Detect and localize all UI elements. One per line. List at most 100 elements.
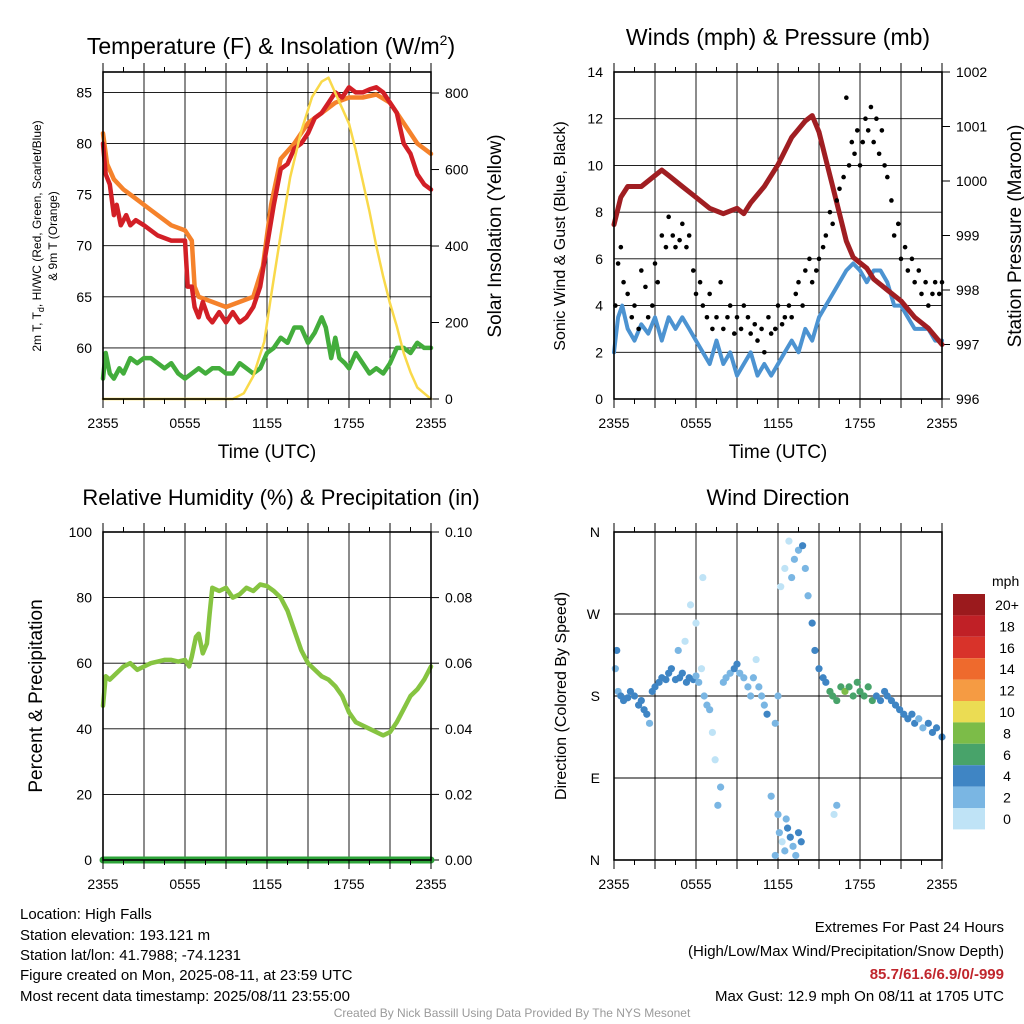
- gust-point: [854, 128, 860, 133]
- colorbar-title: mph: [992, 573, 1019, 589]
- gust-point: [725, 314, 730, 320]
- gust-point: [837, 186, 842, 192]
- direction-point: [801, 564, 809, 573]
- y-tick-label: N: [590, 524, 600, 540]
- direction-point: [782, 815, 790, 823]
- gust-point: [779, 321, 785, 327]
- gust-point: [727, 303, 733, 308]
- gust-point: [782, 314, 788, 320]
- y2-tick-label: 0.08: [445, 590, 472, 606]
- direction-point: [849, 692, 857, 700]
- colorbar-swatch: [953, 743, 985, 766]
- direction-point: [613, 646, 621, 655]
- direction-point: [733, 660, 741, 668]
- gust-point: [926, 303, 931, 308]
- direction-point: [919, 724, 927, 732]
- extremes-subtitle: (High/Low/Max Wind/Precipitation/Snow De…: [688, 943, 1004, 960]
- y-tick-label: 14: [587, 64, 603, 80]
- y-tick-label: 2: [595, 344, 603, 360]
- y-tick-label: 0: [595, 391, 603, 407]
- gust-point: [738, 326, 744, 332]
- gust-point: [895, 221, 901, 227]
- gust-point: [857, 163, 863, 168]
- direction-point: [908, 710, 916, 718]
- gust-point: [686, 233, 692, 238]
- direction-point: [686, 601, 695, 609]
- y2-tick-label: 0.10: [445, 524, 472, 540]
- y2-tick-label: 997: [956, 337, 980, 353]
- direction-point: [697, 665, 706, 673]
- direction-point: [637, 696, 645, 705]
- gust-point: [629, 314, 635, 320]
- x-tick-label: 0555: [680, 415, 711, 431]
- info-location: Location: High Falls: [20, 906, 152, 923]
- x-tick-label: 2355: [87, 876, 118, 892]
- y-tick-label: E: [591, 770, 600, 786]
- gust-point: [923, 279, 928, 285]
- x-tick-label: 2355: [598, 876, 629, 892]
- x-axis-label: Time (UTC): [729, 442, 828, 463]
- direction-point: [833, 801, 841, 809]
- x-tick-label: 2355: [926, 876, 957, 892]
- gust-point: [762, 349, 767, 355]
- x-tick-label: 2355: [415, 876, 446, 892]
- direction-point: [774, 692, 782, 700]
- direction-point: [755, 683, 763, 691]
- extremes-values: 85.7/61.6/6.9/0/-999: [869, 966, 1004, 983]
- gust-point: [789, 314, 794, 320]
- colorbar-label: 14: [999, 661, 1015, 677]
- gust-point: [793, 291, 799, 297]
- colorbar-label: 12: [999, 683, 1015, 699]
- chart-title: Wind Direction: [706, 485, 849, 510]
- direction-point: [700, 692, 708, 700]
- gust-point: [919, 291, 924, 297]
- y2-tick-label: 200: [445, 315, 469, 331]
- direction-point: [792, 851, 800, 860]
- y-tick-label: W: [587, 606, 601, 622]
- panel-wind: 0 2 4 6 8 10 12 14 996 997 998 999 1000 1001 1002 2355 0…: [552, 24, 1024, 463]
- direction-point: [781, 847, 789, 855]
- colorbar-swatch: [953, 765, 985, 787]
- gust-point: [655, 279, 661, 285]
- y-tick-label: 4: [595, 298, 603, 314]
- gust-point: [786, 303, 792, 308]
- x-tick-label: 1155: [252, 415, 282, 431]
- y-axis-label-sub: d: [36, 307, 46, 312]
- x-tick-label: 1755: [844, 415, 875, 431]
- chart-title: Temperature (F) & Insolation (W/m2): [87, 32, 455, 59]
- x-tick-label: 0555: [169, 415, 200, 431]
- x-tick-label: 1755: [333, 415, 364, 431]
- direction-points: [611, 537, 946, 860]
- gust-point: [677, 237, 682, 243]
- direction-point: [797, 838, 805, 846]
- gust-point: [752, 321, 758, 327]
- gust-point: [748, 331, 753, 336]
- chart-title-sup: 2: [440, 32, 448, 48]
- direction-point: [932, 724, 941, 732]
- extremes-gust: Max Gust: 12.9 mph On 08/11 at 1705 UTC: [714, 988, 1004, 1005]
- gust-point: [639, 268, 644, 273]
- direction-point: [830, 810, 838, 819]
- gust-point: [759, 326, 764, 332]
- direction-point: [692, 619, 700, 627]
- gust-point: [912, 279, 917, 285]
- colorbar: mph 20+ 18 16 14 12 10 8 6 4 2 0: [953, 573, 1019, 830]
- gust-point: [909, 256, 915, 262]
- gust-point: [820, 244, 826, 250]
- direction-point: [864, 683, 872, 691]
- y2-tick-label: 998: [956, 282, 980, 298]
- y-tick-label: 8: [595, 204, 603, 220]
- colorbar-label: 10: [999, 704, 1015, 720]
- direction-point: [794, 829, 803, 837]
- colorbar-label: 16: [999, 640, 1015, 656]
- direction-point: [767, 792, 775, 800]
- gust-point: [827, 209, 833, 215]
- y-tick-label: 10: [587, 157, 603, 173]
- chart-title-main: Temperature (F) & Insolation (W/m: [87, 33, 440, 59]
- gust-point: [936, 291, 942, 297]
- series-line-red: [100, 85, 434, 325]
- direction-point: [775, 829, 783, 837]
- direction-point: [804, 592, 812, 600]
- gust-point: [871, 139, 876, 145]
- y2-tick-label: 999: [956, 228, 980, 244]
